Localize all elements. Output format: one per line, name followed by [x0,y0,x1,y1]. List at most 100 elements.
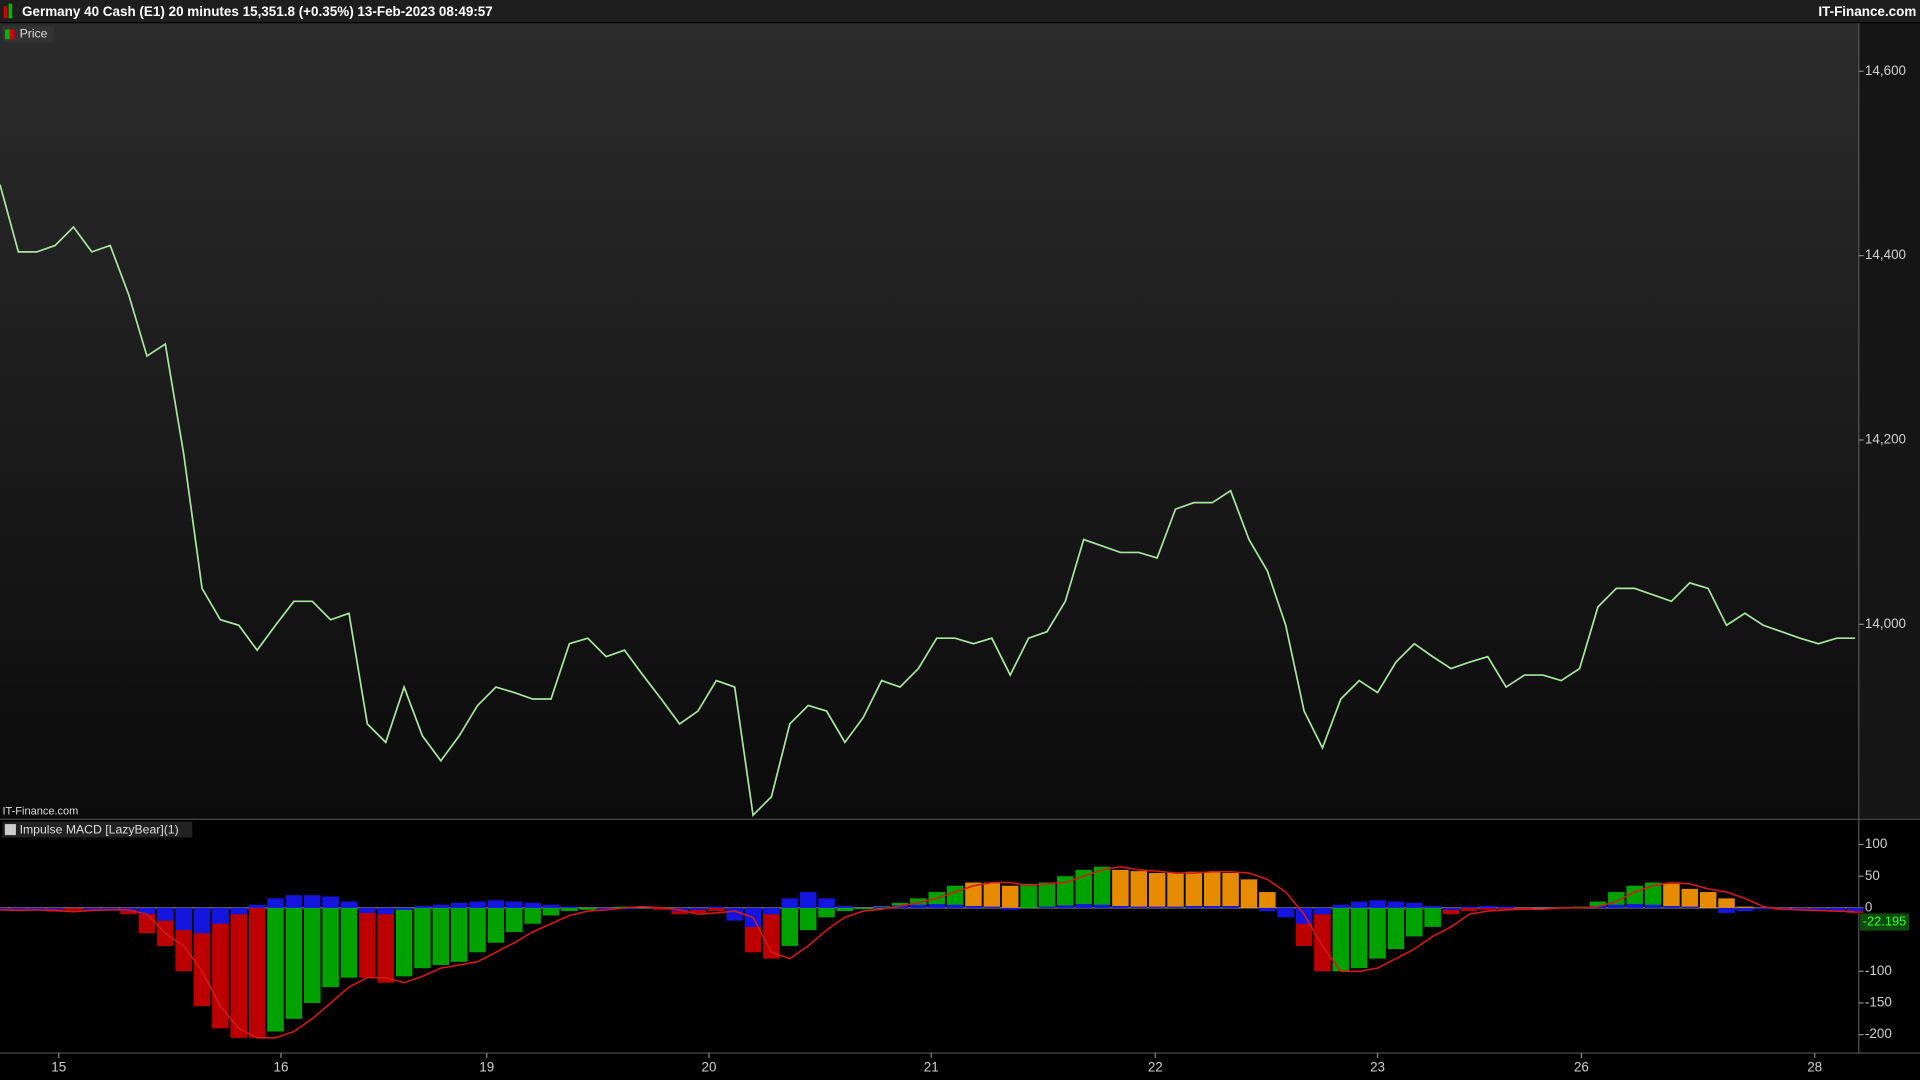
macd-legend-box [2,821,193,838]
price-axis-panel [1858,23,1920,818]
histogram-bar [1461,907,1478,912]
blue-bar [157,907,174,921]
blue-bar [212,907,229,924]
value-label: -22.195 [1863,913,1907,928]
blue-bar [1479,905,1497,908]
histogram-bar [285,907,303,1019]
macd-legend: Impulse MACD [LazyBear](1) [20,822,179,836]
histogram-bar [340,907,358,978]
histogram-bar [359,907,376,978]
blue-bar [46,907,64,910]
histogram-bar [1608,892,1625,908]
x-tick-label: 20 [701,1059,716,1074]
histogram-bar [1699,892,1717,908]
price-line [0,184,1856,818]
x-tick-label: 19 [479,1059,494,1074]
blue-bar [1608,904,1625,908]
blue-bar [1185,905,1203,908]
blue-bar [1075,904,1092,908]
blue-bar [763,907,780,915]
price-layer: 14,600 14,400 14,200 14,000 [0,63,1906,818]
histogram-bar [1057,876,1074,908]
blue-bar [1332,904,1350,908]
title-icon [3,6,8,19]
histogram-bar [1314,907,1331,972]
histogram-bar [1736,906,1754,908]
blue-bar [175,907,192,931]
blue-bar [1222,905,1239,908]
blue-bar [1626,904,1643,908]
y-tick-label: -200 [1865,1026,1892,1041]
histogram-bar [1112,869,1129,908]
x-tick-label: 16 [274,1059,289,1074]
y-tick-label: 14,200 [1865,432,1906,447]
histogram-bar [322,907,339,988]
blue-bar [138,907,156,915]
blue-bar [1718,907,1735,913]
blue-bar [1424,905,1441,908]
histogram-bar [946,885,964,908]
histogram-bar [1240,879,1258,908]
histogram-bar [1589,901,1607,908]
histogram-bar [1020,883,1037,908]
blue-bar [1663,905,1680,908]
blue-bar [1369,900,1386,908]
blue-bar [799,892,817,908]
histogram-bar [983,882,1001,908]
blue-bar [1497,906,1515,908]
title-icon [8,3,13,19]
blue-bar [83,907,101,910]
histogram-bar [799,907,817,931]
y-tick-label: 14,400 [1865,247,1906,262]
blue-bar [285,895,303,908]
y-tick-label: 14,000 [1865,616,1906,631]
y-tick-label: 50 [1865,868,1880,883]
blue-bar [414,905,431,908]
blue-bar [1350,901,1368,908]
blue-bar [1755,907,1772,910]
histogram-bar [1222,873,1239,908]
histogram-bar [965,882,982,908]
blue-bar [910,904,927,908]
x-tick-label: 15 [51,1059,66,1074]
histogram-bar [1148,873,1166,908]
x-tick-label: 26 [1574,1059,1589,1074]
histogram-bar [506,907,523,932]
histogram-bar [1644,882,1662,908]
histogram-bar [303,907,321,1003]
legend-swatch [9,29,15,40]
blue-bar [1259,907,1276,912]
blue-bar [303,895,321,908]
blue-bar [597,907,615,910]
histogram-bar [1442,907,1460,915]
blue-bar [1057,905,1074,908]
legend-swatch [4,29,10,40]
signal-line [0,865,1856,1039]
blue-bar [1810,907,1827,911]
blue-bar [1093,904,1111,908]
blue-bar [1791,907,1809,910]
x-tick-label: 23 [1370,1059,1385,1074]
blue-bar [689,907,707,910]
histogram-bar [1075,869,1092,908]
blue-bar [359,907,376,913]
blue-bar [10,907,27,910]
blue-bar [1736,907,1754,912]
histogram-bar [1185,871,1203,908]
histogram-bar [652,907,670,910]
blue-bar [561,906,578,908]
blue-bar [1461,906,1478,908]
histogram-bar [781,907,799,946]
x-tick-label: 28 [1807,1059,1822,1074]
blue-bar [928,904,945,908]
watermark: IT-Finance.com [2,806,78,818]
blue-bar [248,904,266,908]
histogram-bar [1093,866,1111,908]
histogram-bar [432,907,450,965]
histogram-bar [579,907,597,910]
histogram-bar [377,907,394,983]
blue-bar [377,907,394,915]
blue-bar [395,907,413,910]
